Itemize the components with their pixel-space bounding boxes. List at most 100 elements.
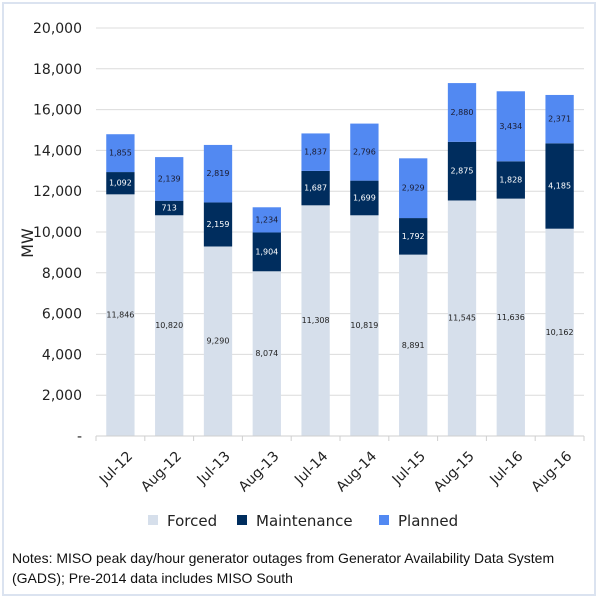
data-label-maintenance: 713 (162, 203, 177, 212)
bar-maintenance (301, 170, 330, 206)
x-tick-label: Aug-13 (236, 448, 283, 495)
bar-stack-jul-13: 9,290 2,159 2,819 (203, 144, 233, 436)
x-tick-label: Jul-16 (486, 448, 526, 488)
legend-item-maintenance: Maintenance (237, 512, 353, 530)
bar-forced (350, 215, 379, 436)
bar-planned (399, 158, 428, 219)
bar-stack-aug-14: 10,819 1,699 2,796 (350, 123, 379, 436)
y-tick-label: 8,000 (42, 266, 82, 282)
bar-planned (545, 94, 574, 144)
data-label-planned: 2,139 (158, 174, 181, 183)
bar-planned (106, 134, 135, 173)
bar-planned (447, 83, 477, 142)
data-label-maintenance: 1,828 (499, 175, 522, 184)
y-tick-label: 12,000 (33, 184, 82, 200)
x-tick-label: Jul-14 (291, 448, 331, 488)
bar-planned (155, 157, 184, 201)
legend-label: Maintenance (256, 512, 353, 530)
bar-stack-jul-16: 11,636 1,828 3,434 (496, 91, 525, 436)
legend-label: Forced (167, 512, 217, 530)
x-tick-label: Aug-16 (529, 448, 576, 495)
data-label-forced: 11,846 (106, 311, 134, 320)
x-tick-label: Aug-15 (431, 448, 478, 495)
data-label-forced: 8,891 (402, 341, 425, 350)
data-label-forced: 11,636 (497, 313, 525, 322)
data-label-planned: 2,371 (548, 115, 571, 124)
y-tick-label: 16,000 (33, 103, 82, 119)
y-axis: - 2,000 4,000 6,000 8,000 10,000 12,000 14,000 1… (33, 21, 82, 445)
y-tick-label: 20,000 (33, 21, 82, 37)
bars: 11,846 1,092 1,855 10,820 713 2,139 9,290 2,159… (106, 83, 574, 436)
data-label-forced: 11,545 (448, 314, 476, 323)
bar-maintenance (496, 161, 525, 199)
data-label-planned: 2,880 (451, 108, 474, 117)
bar-forced (203, 246, 233, 436)
bar-forced (545, 228, 574, 436)
chart-notes: Notes: MISO peak day/hour generator outa… (12, 550, 555, 586)
bar-maintenance (203, 202, 233, 247)
data-label-maintenance: 2,159 (207, 220, 230, 229)
data-label-planned: 1,234 (255, 215, 278, 224)
bar-planned (252, 207, 281, 233)
data-label-maintenance: 1,792 (402, 232, 425, 241)
data-label-forced: 10,162 (546, 328, 574, 337)
legend-swatch (379, 515, 389, 525)
data-label-forced: 11,308 (302, 316, 330, 325)
x-tick-label: Aug-12 (138, 448, 185, 495)
bar-maintenance (155, 200, 184, 216)
data-label-planned: 3,434 (499, 122, 522, 131)
data-label-forced: 10,819 (350, 321, 378, 330)
bar-planned (203, 144, 233, 203)
bar-stack-aug-16: 10,162 4,185 2,371 (545, 94, 574, 436)
legend-item-planned: Planned (379, 512, 458, 530)
data-label-planned: 1,837 (304, 148, 327, 157)
x-tick-label: Jul-13 (194, 448, 234, 488)
bar-forced (301, 205, 330, 436)
data-label-forced: 9,290 (207, 337, 230, 346)
x-tick-label: Aug-14 (333, 448, 380, 495)
y-tick-label: 2,000 (42, 388, 82, 404)
legend-swatch (237, 515, 247, 525)
bar-forced (155, 215, 184, 436)
data-label-maintenance: 2,875 (451, 167, 474, 176)
bar-forced (399, 254, 428, 436)
x-tick-label: Jul-15 (389, 448, 429, 488)
y-tick-label: 10,000 (33, 225, 82, 241)
x-tick-label: Jul-12 (96, 448, 136, 488)
bar-maintenance (545, 143, 574, 229)
bar-maintenance (399, 218, 428, 255)
data-label-planned: 1,855 (109, 149, 132, 158)
bar-forced (252, 271, 281, 436)
bar-forced (447, 200, 477, 436)
data-label-planned: 2,796 (353, 148, 376, 157)
data-label-maintenance: 1,687 (304, 184, 327, 193)
data-label-forced: 10,820 (155, 321, 183, 330)
data-label-planned: 2,819 (207, 169, 230, 178)
y-axis-title: MW (18, 228, 37, 258)
bar-forced (496, 198, 525, 436)
data-label-maintenance: 1,904 (255, 247, 278, 256)
bar-planned (350, 123, 379, 181)
y-tick-label: 4,000 (42, 347, 82, 363)
data-label-maintenance: 1,092 (109, 179, 132, 188)
bar-stack-jul-15: 8,891 1,792 2,929 (399, 158, 428, 436)
x-axis: Jul-12 Aug-12 Jul-13 Aug-13 Jul-14 Aug-14 Jul-… (95, 435, 585, 495)
bar-forced (106, 194, 135, 436)
bar-stack-aug-12: 10,820 713 2,139 (155, 157, 184, 436)
bar-maintenance (447, 141, 477, 201)
legend-swatch (148, 515, 158, 525)
bar-maintenance (106, 172, 135, 195)
bar-stack-jul-12: 11,846 1,092 1,855 (106, 134, 135, 436)
data-label-maintenance: 1,699 (353, 193, 376, 202)
bar-stack-aug-15: 11,545 2,875 2,880 (447, 83, 477, 436)
data-label-planned: 2,929 (402, 184, 425, 193)
bar-stack-aug-13: 8,074 1,904 1,234 (252, 207, 281, 436)
bar-maintenance (252, 232, 281, 272)
bar-stack-jul-14: 11,308 1,687 1,837 (301, 133, 330, 436)
bar-planned (301, 133, 330, 171)
legend: Forced Maintenance Planned (148, 512, 458, 530)
y-tick-label: 14,000 (33, 143, 82, 159)
data-label-forced: 8,074 (255, 349, 278, 358)
legend-item-forced: Forced (148, 512, 217, 530)
